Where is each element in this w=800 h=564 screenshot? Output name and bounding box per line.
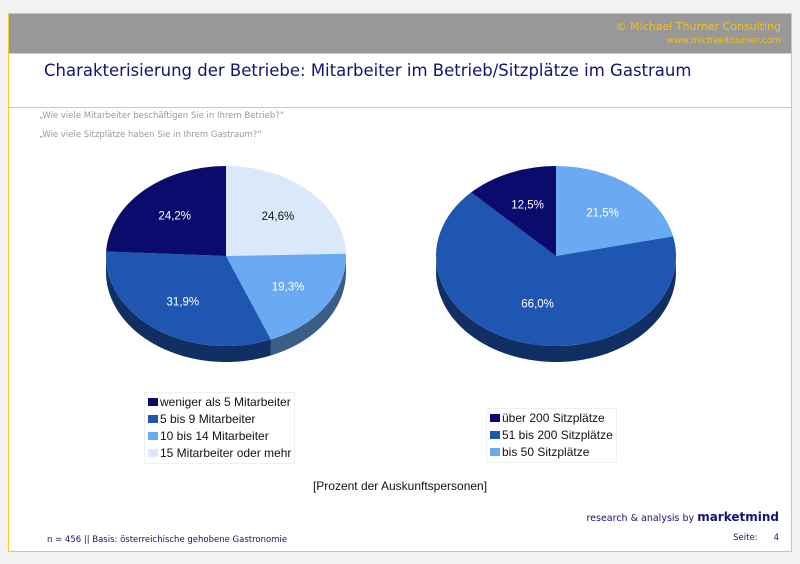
- page-label: Seite:: [733, 533, 758, 543]
- page-number: Seite: 4: [733, 533, 779, 543]
- legend-swatch: [148, 398, 158, 406]
- legend-seats: über 200 Sitzplätze 51 bis 200 Sitzplätze…: [486, 408, 617, 463]
- legend-swatch: [490, 414, 500, 422]
- pie-slice: [226, 166, 346, 256]
- pie-side-0-2: [106, 255, 271, 362]
- legend-item: über 200 Sitzplätze: [490, 410, 613, 427]
- pie-side-0-1: [270, 256, 346, 356]
- legend-item: 10 bis 14 Mitarbeiter: [148, 428, 291, 445]
- legend-label: 15 Mitarbeiter oder mehr: [160, 446, 292, 460]
- brand-prefix: research & analysis by: [586, 513, 695, 524]
- slice-data-label: 12,5%: [511, 199, 544, 211]
- legend-swatch: [148, 449, 158, 457]
- legend-label: bis 50 Sitzplätze: [502, 445, 590, 459]
- legend-item: 5 bis 9 Mitarbeiter: [148, 411, 291, 428]
- question-2: „Wie viele Sitzplätze haben Sie in Ihrem…: [39, 130, 262, 140]
- pie-slice: [556, 166, 674, 256]
- legend-item: 51 bis 200 Sitzplätze: [490, 427, 613, 444]
- slice-data-label: 24,6%: [262, 211, 295, 223]
- legend-swatch: [148, 415, 158, 423]
- divider: [9, 107, 791, 108]
- legend-item: weniger als 5 Mitarbeiter: [148, 394, 291, 411]
- slice-data-label: 66,0%: [521, 299, 554, 311]
- legend-label: 10 bis 14 Mitarbeiter: [160, 429, 269, 443]
- pie-side-1-1: [436, 259, 676, 362]
- slice-data-label: 31,9%: [167, 296, 200, 308]
- pie-slice: [226, 253, 346, 340]
- pie-slice: [105, 251, 271, 346]
- legend-swatch: [148, 432, 158, 440]
- legend-label: über 200 Sitzplätze: [502, 411, 605, 425]
- basis-note: n = 456 || Basis: österreichische gehobe…: [47, 535, 288, 545]
- legend-swatch: [490, 448, 500, 456]
- pie-slice: [106, 166, 226, 256]
- legend-label: weniger als 5 Mitarbeiter: [160, 395, 291, 409]
- page-value: 4: [773, 533, 779, 543]
- legend-item: bis 50 Sitzplätze: [490, 444, 613, 461]
- pie-slice: [435, 192, 676, 346]
- question-1: „Wie viele Mitarbeiter beschäftigen Sie …: [39, 111, 285, 121]
- legend-swatch: [490, 431, 500, 439]
- page-title: Charakterisierung der Betriebe: Mitarbei…: [44, 61, 692, 80]
- pie-slice: [471, 166, 556, 256]
- slice-data-label: 24,2%: [158, 211, 191, 223]
- header-bar: © Michael Thurner Consulting www.michael…: [9, 14, 791, 54]
- slice-data-label: 21,5%: [586, 207, 619, 219]
- website-url: www.michaelthurner.com: [666, 36, 781, 46]
- legend-label: 51 bis 200 Sitzplätze: [502, 428, 613, 442]
- legend-employees: weniger als 5 Mitarbeiter 5 bis 9 Mitarbe…: [144, 392, 296, 464]
- legend-label: 5 bis 9 Mitarbeiter: [160, 412, 256, 426]
- brand: research & analysis by marketmind: [586, 510, 779, 524]
- slice-data-label: 19,3%: [272, 282, 305, 294]
- brand-name: marketmind: [697, 510, 779, 524]
- unit-label: [Prozent der Auskunftspersonen]: [312, 479, 488, 493]
- copyright: © Michael Thurner Consulting: [615, 20, 781, 33]
- legend-item: 15 Mitarbeiter oder mehr: [148, 445, 291, 462]
